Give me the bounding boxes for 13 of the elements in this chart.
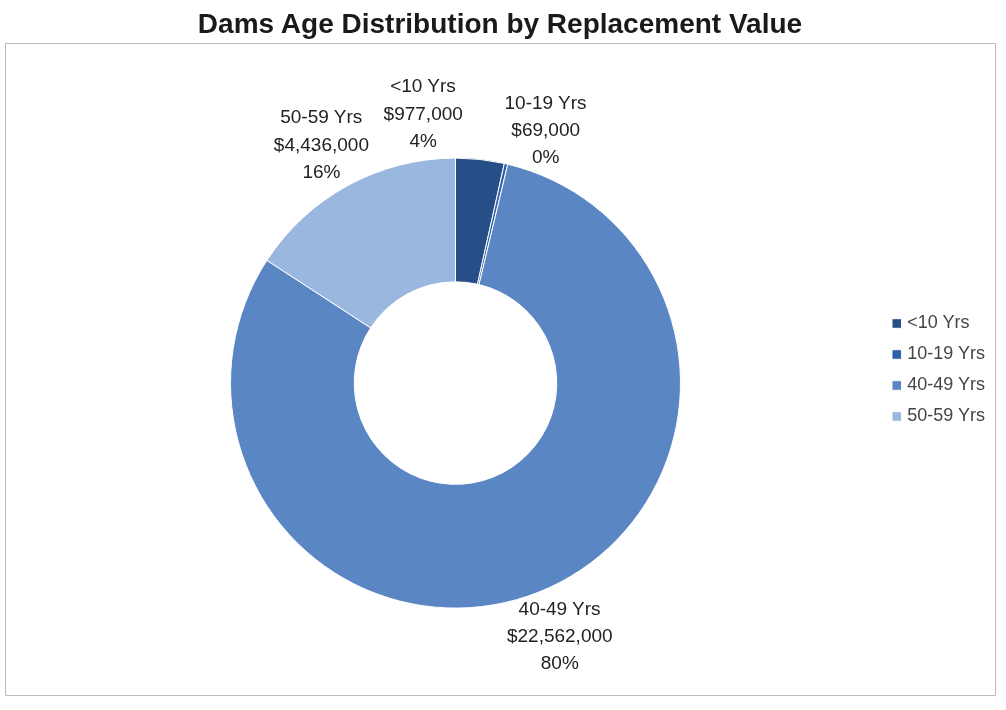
- legend-label: <10 Yrs: [907, 312, 970, 333]
- data-label: $22,562,000 80%: [506, 624, 613, 674]
- slice-label: 10-19 Yrs: [504, 91, 587, 113]
- chart-title: Dams Age Distribution by Replacement Value: [197, 7, 803, 39]
- data-label: $977,000 4%: [383, 102, 463, 151]
- legend-label: 50-59 Yrs: [907, 405, 985, 426]
- legend-label: 40-49 Yrs: [907, 374, 985, 395]
- slice-label: 40-49 Yrs: [518, 597, 601, 619]
- data-label: $4,436,000 16%: [273, 133, 369, 183]
- data-label: $69,000 0%: [511, 119, 581, 168]
- slice-label: 50-59 Yrs: [280, 106, 363, 128]
- slice-label: <10 Yrs: [390, 75, 456, 97]
- legend-label: 10-19 Yrs: [907, 343, 985, 364]
